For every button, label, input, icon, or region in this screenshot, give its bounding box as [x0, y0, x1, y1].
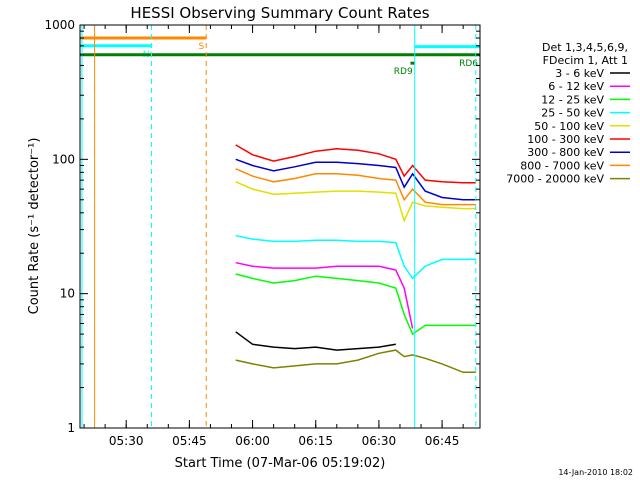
- y-tick-label-0: 1: [67, 421, 75, 435]
- legend-label-2: 12 - 25 keV: [541, 93, 604, 106]
- legend-label-4: 50 - 100 keV: [534, 120, 604, 133]
- footer-timestamp: 14-Jan-2010 18:02: [558, 468, 633, 477]
- series-line-4: [235, 181, 476, 223]
- x-tick-label-3: 06:15: [298, 434, 333, 448]
- y-tick-label-1: 10: [60, 287, 75, 301]
- legend-label-7: 800 - 7000 keV: [520, 159, 604, 172]
- annotation-label-3: RD6: [459, 59, 478, 69]
- series-line-3: [235, 234, 476, 280]
- series-line-7: [235, 168, 476, 206]
- plot-frame: [79, 24, 481, 429]
- x-tick-label-5: 06:45: [425, 434, 460, 448]
- series-line-1: [235, 261, 414, 329]
- legend-header-1: FDecim 1, Att 1: [543, 54, 628, 67]
- y-tick-label-2: 100: [52, 152, 75, 166]
- vertical-markers: [81, 25, 477, 428]
- legend-label-6: 300 - 800 keV: [527, 146, 604, 159]
- legend-label-3: 25 - 50 keV: [541, 107, 604, 120]
- annotation-label-0: S: [199, 42, 205, 52]
- legend-label-8: 7000 - 20000 keV: [506, 173, 604, 186]
- series-line-2: [235, 273, 476, 336]
- x-tick-label-4: 06:30: [362, 434, 397, 448]
- x-tick-label-0: 05:30: [109, 434, 144, 448]
- series-line-5: [235, 144, 476, 184]
- x-tick-label-2: 06:00: [235, 434, 270, 448]
- y-tick-label-3: 1000: [44, 18, 75, 32]
- annotation-bars: SNRD6RD9: [80, 36, 480, 77]
- axes: 05:30 05:45 06:00 06:15 06:30 06:45 1 10 100 1000: [44, 18, 480, 448]
- legend-label-0: 3 - 6 keV: [555, 67, 604, 80]
- series-line-6: [235, 158, 476, 201]
- x-axis-label: Start Time (07-Mar-06 05:19:02): [175, 456, 386, 471]
- y-axis-label: Count Rate (s⁻¹ detector⁻¹): [27, 138, 42, 315]
- legend-label-5: 100 - 300 keV: [527, 133, 604, 146]
- legend: Det 1,3,4,5,6,9,FDecim 1, Att 13 - 6 keV…: [506, 41, 630, 186]
- series-lines: [235, 144, 476, 374]
- series-line-0: [235, 331, 396, 351]
- annotation-label-4: RD9: [394, 67, 413, 77]
- x-tick-label-1: 05:45: [172, 434, 207, 448]
- series-line-8: [235, 349, 476, 374]
- legend-label-1: 6 - 12 keV: [548, 80, 604, 93]
- legend-header-0: Det 1,3,4,5,6,9,: [542, 41, 628, 54]
- chart-title: HESSI Observing Summary Count Rates: [130, 4, 429, 22]
